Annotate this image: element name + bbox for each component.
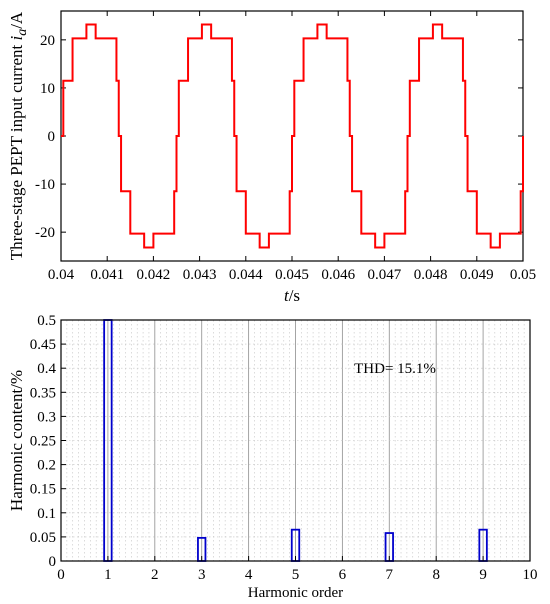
bottom-y-axis-label: Harmonic content/%: [7, 370, 26, 511]
top-x-tick-label: 0.046: [321, 267, 355, 283]
top-y-tick-label: 0: [48, 129, 56, 145]
bottom-x-tick-label: 10: [523, 567, 538, 583]
top-x-tick-label: 0.049: [460, 267, 494, 283]
top-plot-ticks: 0.04 0.041 0.042 0.043 0.044 0.045 0.046 0.047 0…: [35, 11, 536, 283]
bottom-y-tick-label: 0.3: [37, 409, 56, 425]
bottom-x-tick-label: 1: [104, 567, 112, 583]
bottom-x-tick-label: 9: [479, 567, 487, 583]
bottom-y-tick-label: 0.15: [30, 482, 56, 498]
thd-annotation: THD= 15.1%: [354, 361, 436, 377]
bottom-x-axis-label: Harmonic order: [248, 585, 343, 601]
top-x-tick-label: 0.047: [368, 267, 402, 283]
bottom-y-tick-label: 0.5: [37, 313, 56, 329]
top-x-tick-label: 0.04: [48, 267, 75, 283]
bottom-x-tick-label: 5: [292, 567, 300, 583]
bottom-x-tick-label: 2: [151, 567, 159, 583]
top-x-tick-label: 0.043: [183, 267, 217, 283]
top-y-tick-label: 10: [40, 81, 55, 97]
bottom-plot-grid: [60, 319, 531, 562]
top-x-tick-label: 0.044: [229, 267, 263, 283]
bottom-x-tick-label: 0: [57, 567, 65, 583]
current-waveform-line: [61, 23, 524, 249]
bottom-plot-ticks: 0 1 2 3 4 5 6 7 8 9 10 0 0.05 0.1 0.15 0.2 0.25 0.3 0.35 0.…: [30, 313, 538, 583]
bottom-x-tick-label: 4: [245, 567, 253, 583]
top-y-tick-label: -20: [35, 225, 55, 241]
bottom-y-tick-label: 0.05: [30, 530, 56, 546]
bottom-y-tick-label: 0.45: [30, 337, 56, 353]
bottom-x-tick-label: 3: [198, 567, 206, 583]
top-x-tick-label: 0.048: [414, 267, 448, 283]
top-y-tick-label: 20: [40, 33, 55, 49]
top-y-axis-label: Three-stage PEPT input current ia/A: [7, 11, 30, 260]
bottom-y-tick-label: 0.1: [37, 506, 56, 522]
top-x-axis-label: t/s: [284, 286, 300, 305]
bottom-y-tick-label: 0.25: [30, 434, 56, 450]
bottom-y-tick-label: 0.35: [30, 385, 56, 401]
harmonic-spectrum-plot: 0 1 2 3 4 5 6 7 8 9 10 0 0.05 0.1 0.15 0.2 0.25 0.3 0.35 0.…: [7, 313, 538, 601]
bottom-y-tick-label: 0: [49, 554, 57, 570]
top-x-tick-label: 0.041: [90, 267, 124, 283]
top-y-tick-label: -10: [35, 177, 55, 193]
bottom-y-tick-label: 0.2: [37, 458, 56, 474]
bottom-x-tick-label: 6: [339, 567, 347, 583]
top-x-tick-label: 0.042: [137, 267, 171, 283]
current-waveform-plot: 0.04 0.041 0.042 0.043 0.044 0.045 0.046 0.047 0…: [7, 10, 536, 305]
bottom-x-tick-label: 8: [432, 567, 440, 583]
top-x-tick-label: 0.045: [275, 267, 309, 283]
bottom-y-tick-label: 0.4: [37, 361, 56, 377]
top-x-tick-label: 0.05: [510, 267, 536, 283]
bottom-x-tick-label: 7: [386, 567, 394, 583]
